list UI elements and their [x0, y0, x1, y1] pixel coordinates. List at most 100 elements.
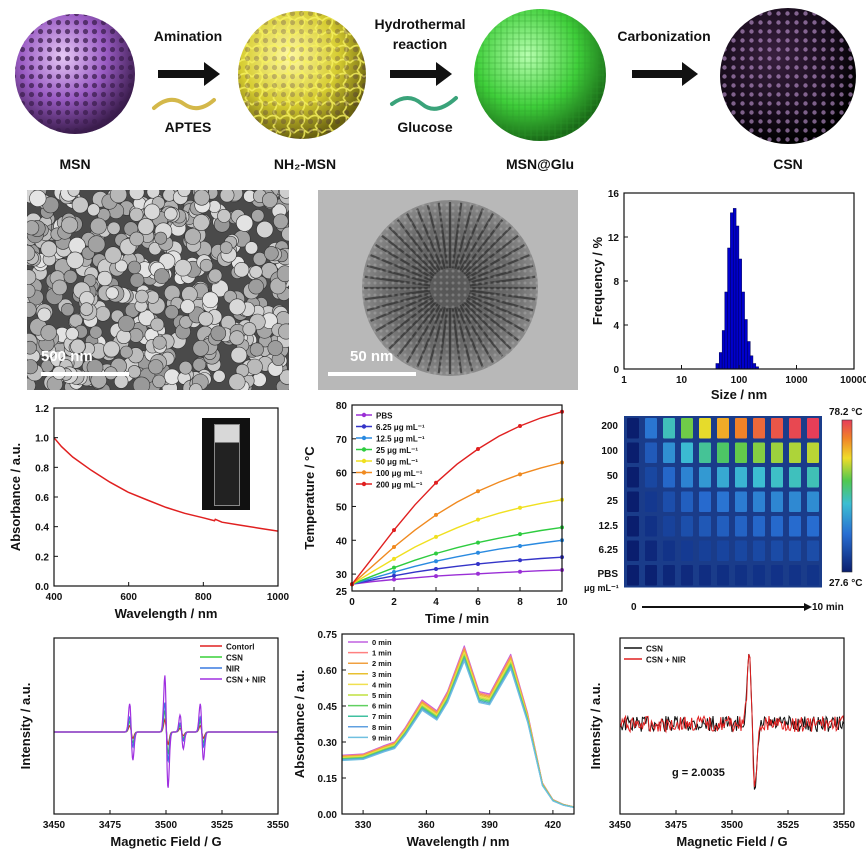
- nanoparticle: [114, 259, 128, 273]
- thermal-cell: [735, 491, 747, 512]
- heating-data-point: [476, 571, 480, 576]
- esr-spectrum-chart-2: 3450 3475 3500 3525 3550 Magnetic Field / G In…: [588, 637, 856, 849]
- legend-label: 7 min: [372, 712, 392, 721]
- heating-data-point: [518, 569, 522, 574]
- nanoparticle: [236, 214, 254, 232]
- x-tick-label: 8: [517, 597, 523, 608]
- thermal-cell: [627, 467, 639, 488]
- x-tick-label: 100: [731, 375, 748, 386]
- thermal-cell: [645, 467, 657, 488]
- sphere-label-msn: MSN: [59, 156, 91, 172]
- thermal-cell: [771, 540, 783, 561]
- nanoparticle: [153, 268, 170, 284]
- nanoparticle: [251, 209, 265, 223]
- heating-data-point: [434, 574, 438, 579]
- nanoparticle: [256, 220, 274, 239]
- thermal-grid: [624, 416, 853, 611]
- plot-frame: [351, 404, 563, 592]
- x-tick-label: 4: [433, 597, 439, 608]
- nanoparticle: [261, 192, 278, 208]
- heating-series-line: [351, 556, 563, 585]
- nanoparticle: [193, 190, 210, 206]
- thermal-cell: [645, 418, 657, 439]
- y-tick-label: 0.0: [35, 582, 49, 593]
- y-tick-label: 40: [336, 536, 348, 547]
- histogram-bar: [715, 363, 720, 370]
- thermal-cell: [663, 491, 675, 512]
- heating-data-point: [392, 570, 396, 575]
- arrow-icon: [632, 62, 698, 86]
- nanoparticle: [230, 346, 248, 364]
- thermal-cell: [789, 442, 801, 463]
- step-label-amination: Amination: [153, 28, 223, 44]
- heating-data-point: [476, 446, 480, 451]
- x-tick-label: 3550: [267, 820, 290, 831]
- y-tick-label: 30: [336, 570, 348, 581]
- nanoparticle: [150, 317, 165, 332]
- cuvette-photo: [202, 418, 250, 510]
- thermal-cell: [627, 565, 639, 586]
- nanoparticle: [97, 270, 113, 287]
- y-tick-label: 1.0: [35, 434, 49, 445]
- y-tick-label: 0: [613, 365, 619, 376]
- nanoparticle: [61, 216, 79, 234]
- y-tick-label: 80: [336, 401, 348, 412]
- nanoparticle: [179, 315, 193, 329]
- legend-label: 3 min: [372, 670, 392, 679]
- thermal-cell: [699, 467, 711, 488]
- nanoparticle: [174, 259, 192, 277]
- legend-label: 1 min: [372, 649, 392, 658]
- x-tick-label: 1: [621, 375, 627, 386]
- nanoparticle: [152, 374, 166, 389]
- x-axis-label: Size / nm: [711, 387, 767, 400]
- x-tick-label: 3500: [155, 820, 178, 831]
- nanoparticle: [128, 190, 145, 201]
- absorbance-spectrum-chart: 0.0 0.2 0.4 0.6 0.8 1.0 1.2 400 600 800 1000 Wavele…: [8, 404, 290, 621]
- nanoparticle: [51, 279, 68, 296]
- nanoparticle: [40, 324, 57, 341]
- nanoparticle: [137, 218, 155, 235]
- thermal-cell: [681, 418, 693, 439]
- uv-series-line: [341, 660, 575, 808]
- sphere-label-csn: CSN: [773, 156, 803, 172]
- thermal-min-label: 27.6 °C: [829, 578, 863, 589]
- y-tick-label: 1.2: [35, 404, 49, 415]
- x-tick-label: 3550: [833, 820, 856, 831]
- heating-data-point: [518, 505, 522, 510]
- nanoparticle: [138, 309, 155, 327]
- x-tick-label: 3475: [99, 820, 122, 831]
- y-tick-label: 4: [613, 321, 619, 332]
- x-tick-label: 400: [46, 592, 63, 603]
- x-tick-label: 3475: [665, 820, 688, 831]
- thermal-image-panel: 78.2 °C 27.6 °C 200 100 50 25 12.5 6.25 …: [580, 398, 866, 620]
- nanoparticle: [273, 213, 289, 229]
- x-tick-label: 800: [195, 592, 212, 603]
- nanoparticle: [242, 322, 257, 336]
- nanoparticle: [104, 246, 122, 264]
- nanoparticle: [79, 302, 94, 316]
- thermal-cell: [645, 491, 657, 512]
- reagent-label-aptes: APTES: [164, 119, 212, 135]
- legend-label: 12.5 μg mL⁻¹: [376, 435, 425, 444]
- thermal-cell: [789, 516, 801, 537]
- thermal-cell: [789, 565, 801, 586]
- y-tick-label: 12: [608, 233, 620, 244]
- nanoparticle: [198, 311, 214, 327]
- legend-label: 100 μg mL⁻¹: [376, 469, 423, 478]
- y-tick-label: 8: [613, 277, 619, 288]
- nanoparticle: [184, 228, 201, 245]
- thermal-row-12-5: 12.5: [598, 521, 618, 532]
- x-axis-label: Wavelength / nm: [115, 606, 218, 621]
- arrow-icon: [158, 62, 220, 86]
- heating-series-line: [351, 499, 563, 585]
- thermal-time-start: 0: [631, 602, 637, 613]
- y-tick-label: 0.4: [35, 523, 49, 534]
- legend-label: CSN + NIR: [226, 676, 266, 685]
- sphere-label-nh2-msn: NH₂-MSN: [273, 156, 337, 172]
- x-axis-label: Magnetic Field / G: [110, 834, 221, 849]
- y-tick-label: 0.8: [35, 463, 49, 474]
- nanoparticle: [233, 261, 250, 278]
- legend-label: 9 min: [372, 733, 392, 742]
- x-tick-label: 3500: [721, 820, 744, 831]
- heating-series-line: [351, 539, 563, 585]
